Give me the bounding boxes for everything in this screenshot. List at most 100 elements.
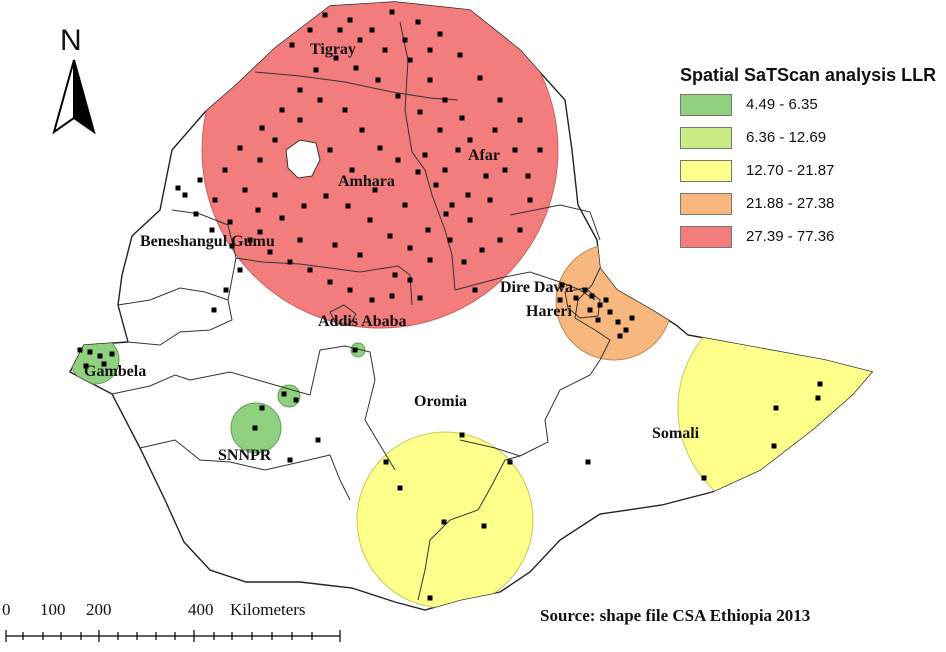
label-tigray: Tigray [310,41,356,58]
data-point [332,242,338,248]
data-point [255,207,261,213]
label-benishangul: Beneshangul Gumu [140,233,275,250]
data-point [455,147,461,153]
data-point [372,187,378,193]
data-point [815,395,821,401]
label-snnpr: SNNPR [218,447,272,464]
data-point [323,193,329,199]
data-point [615,319,621,325]
data-point [395,93,401,99]
data-point [281,391,287,397]
data-point [287,457,293,463]
data-point [342,107,348,113]
scale-bar [5,630,341,642]
data-point [307,267,313,273]
data-point [247,237,253,243]
scale-tick-100: 100 [40,600,66,619]
data-point [395,157,401,163]
data-point [502,167,508,173]
legend-label: 6.36 - 12.69 [746,129,827,146]
label-gambela: Gambela [84,363,146,380]
legend-item: 21.88 - 27.38 [680,187,942,220]
data-point [407,245,413,251]
data-point [272,192,278,198]
data-point [465,192,471,198]
data-point [257,229,263,235]
data-point [293,397,299,403]
data-point [817,381,823,387]
data-point [301,203,307,209]
data-point [315,437,321,443]
data-point [461,259,467,265]
data-point [333,55,339,61]
cluster-green-snnpr-small [277,384,301,408]
data-point [369,297,375,303]
data-point [101,361,107,367]
data-point [537,147,543,153]
data-point [347,17,353,23]
scale-unit: Kilometers [230,600,306,619]
data-point [483,173,489,179]
data-point [83,363,89,369]
data-point [402,37,408,43]
legend-swatch [680,159,732,182]
legend-title: Spatial SaTScan analysis LLR [680,65,937,85]
data-point [442,97,448,103]
data-point [771,443,777,449]
data-point [603,297,609,303]
region-boundaries [111,21,611,601]
data-point [512,147,518,153]
data-point [353,65,359,71]
data-points [77,9,823,601]
data-point [307,27,313,33]
label-amhara: Amhara [338,173,395,190]
data-point [197,177,203,183]
data-point [267,249,273,255]
data-point [317,97,323,103]
data-point [585,459,591,465]
data-point [427,47,433,53]
data-point [287,259,293,265]
data-point [367,217,373,223]
data-point [623,327,629,333]
data-point [427,77,433,83]
data-point [407,277,413,283]
data-point [629,315,635,321]
data-point [259,125,265,131]
data-point [573,295,579,301]
data-point [252,425,258,431]
data-point [607,309,613,315]
data-point [517,117,523,123]
data-point [327,279,333,285]
data-point [375,77,381,83]
legend-items: 4.49 - 6.35 6.36 - 12.69 12.70 - 21.87 21.8… [680,88,942,253]
data-point [352,347,358,353]
data-point [223,287,229,293]
data-point [417,109,423,115]
data-point [437,127,443,133]
data-point [227,219,233,225]
data-point [97,353,103,359]
legend-item: 6.36 - 12.69 [680,121,942,154]
data-point [289,42,295,48]
legend-item: 4.49 - 6.35 [680,88,942,121]
data-point [459,115,465,121]
data-point [487,197,493,203]
data-point [389,9,395,15]
data-point [279,107,285,113]
label-somali: Somali [652,425,700,442]
data-point [322,12,328,18]
data-point [497,237,503,243]
source-note: Source: shape file CSA Ethiopia 2013 [540,606,811,625]
scale-labels: 0 100 200 400 Kilometers [0,600,360,624]
cluster-green-oromia-small [350,342,366,358]
legend-swatch [680,126,732,149]
cluster-orange-east [555,243,673,361]
data-point [222,167,228,173]
scale-tick-400: 400 [188,600,214,619]
data-point [427,257,433,263]
data-point [417,295,423,301]
data-point [517,227,523,233]
scale-tick-200: 200 [86,600,112,619]
data-point [242,187,248,193]
